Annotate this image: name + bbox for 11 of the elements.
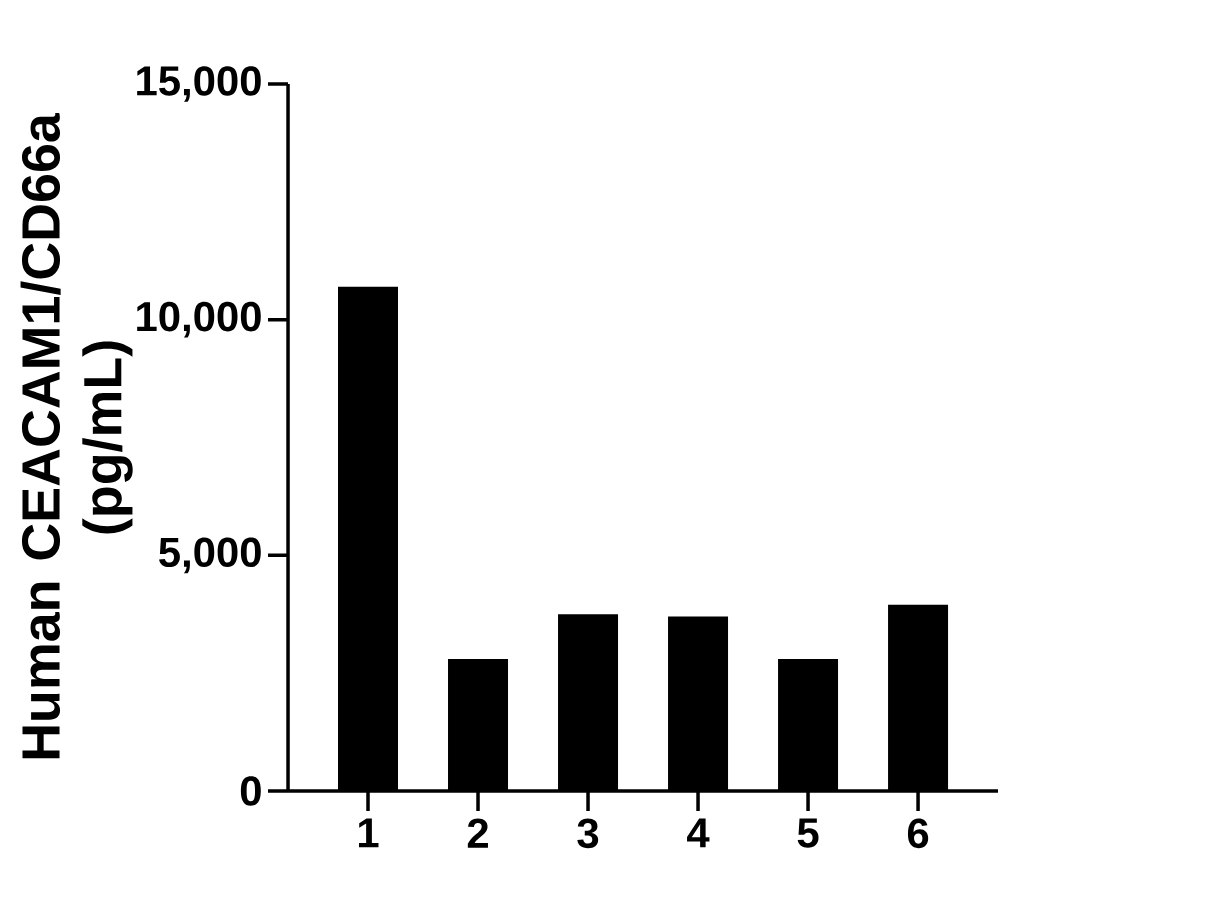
x-tick-label: 1 (359, 818, 379, 848)
y-tick-label: 0 (240, 776, 261, 806)
x-tick-label: 4 (687, 818, 710, 848)
x-tick-label: 5 (797, 818, 819, 848)
y-axis-title: Human CEACAM1/CD66a (pg/mL) (20, 112, 133, 759)
x-tick-label: 3 (577, 818, 599, 849)
y-tick-label: 5,000 (159, 537, 261, 574)
y-tick-label: 10,000 (137, 301, 261, 338)
x-tick-label: 2 (467, 818, 488, 848)
x-tick-label: 6 (907, 818, 929, 849)
y-tick-label: 15,000 (137, 66, 261, 102)
